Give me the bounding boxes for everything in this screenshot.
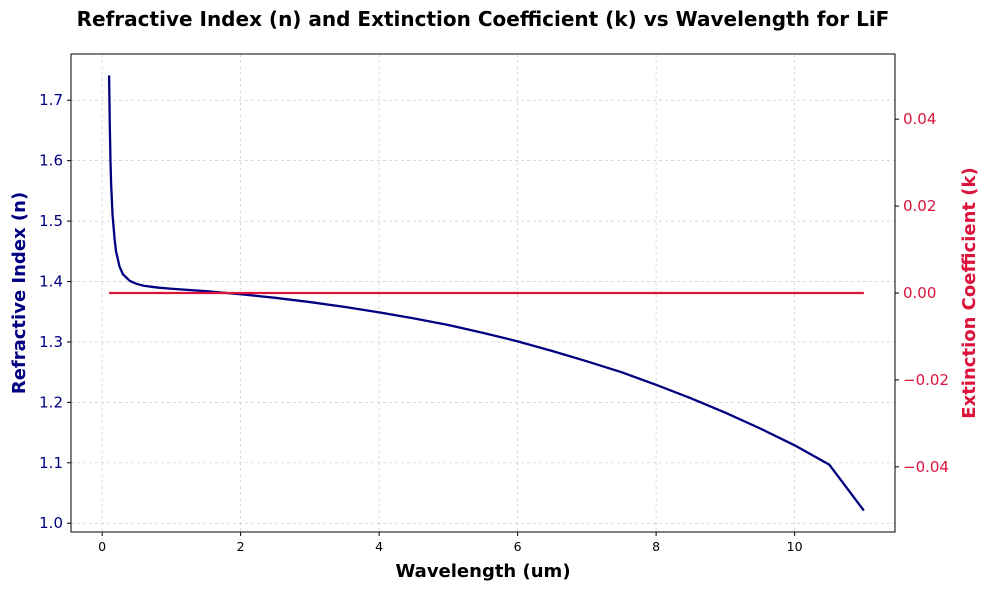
y-right-tick-label: −0.04 (903, 458, 949, 476)
chart-title: Refractive Index (n) and Extinction Coef… (77, 7, 890, 31)
y-left-tick-label: 1.7 (39, 91, 63, 109)
y-left-tick-label: 1.6 (39, 152, 63, 170)
x-tick-label: 10 (787, 539, 803, 554)
y-axis-label-left: Refractive Index (n) (9, 192, 30, 394)
grid (71, 54, 895, 532)
plot-lines (107, 75, 865, 512)
right-y-axis: −0.04 −0.02 0.00 0.02 0.04 (895, 110, 949, 476)
x-axis: 0 2 4 6 8 10 (98, 532, 803, 554)
y-right-tick-label: −0.02 (903, 371, 949, 389)
x-tick-label: 8 (652, 539, 660, 554)
y-left-tick-label: 1.4 (39, 273, 63, 291)
y-left-tick-label: 1.3 (39, 333, 63, 351)
y-right-tick-label: 0.02 (903, 197, 936, 215)
x-tick-label: 4 (375, 539, 383, 554)
y-left-tick-label: 1.2 (39, 393, 63, 411)
y-left-tick-label: 1.1 (39, 454, 63, 472)
x-tick-label: 0 (98, 539, 106, 554)
y-right-tick-label: 0.00 (903, 284, 936, 302)
y-left-tick-label: 1.5 (39, 212, 63, 230)
series-line-n (107, 75, 865, 512)
x-tick-label: 6 (514, 539, 522, 554)
x-axis-label: Wavelength (um) (395, 561, 570, 582)
y-axis-label-right: Extinction Coefficient (k) (959, 167, 980, 418)
x-tick-label: 2 (237, 539, 245, 554)
y-right-tick-label: 0.04 (903, 110, 936, 128)
left-y-axis: 1.0 1.1 1.2 1.3 1.4 1.5 1.6 1.7 (39, 91, 71, 532)
y-left-tick-label: 1.0 (39, 514, 63, 532)
